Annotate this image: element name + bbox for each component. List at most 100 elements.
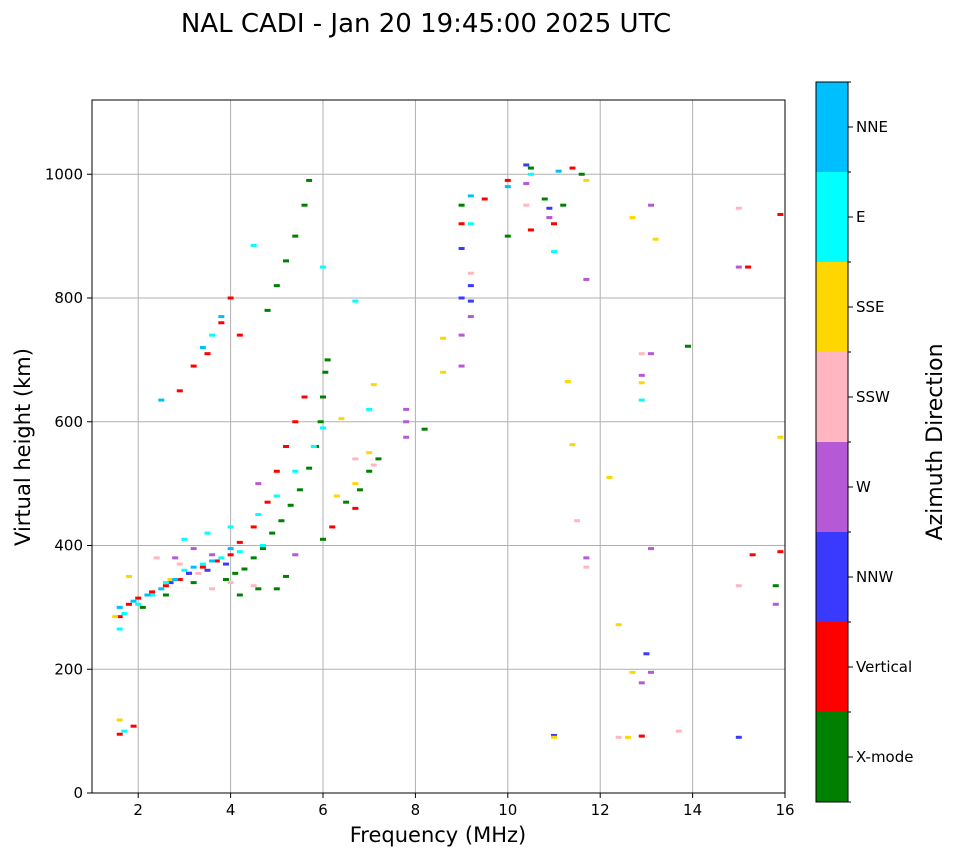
data-point <box>273 494 280 498</box>
data-point <box>440 336 447 340</box>
data-point <box>638 352 645 356</box>
data-point <box>250 584 257 588</box>
data-point <box>162 581 169 585</box>
data-point <box>236 333 243 337</box>
data-point <box>527 166 534 170</box>
colorbar-segment <box>816 712 848 802</box>
data-point <box>172 556 179 560</box>
x-tick-label: 12 <box>591 801 610 819</box>
data-point <box>421 427 428 431</box>
data-point <box>255 587 262 591</box>
data-point <box>772 584 779 588</box>
data-point <box>162 584 169 588</box>
data-point <box>227 553 234 557</box>
data-point <box>440 370 447 374</box>
x-axis-label: Frequency (MHz) <box>350 823 526 847</box>
data-point <box>292 469 299 473</box>
data-point <box>583 565 590 569</box>
data-point <box>583 277 590 281</box>
data-point <box>606 475 613 479</box>
data-point <box>504 178 511 182</box>
data-point <box>403 407 410 411</box>
data-point <box>135 602 142 606</box>
data-point <box>181 568 188 572</box>
x-tick-label: 14 <box>683 801 702 819</box>
data-point <box>352 506 359 510</box>
data-point <box>236 593 243 597</box>
data-point <box>648 547 655 551</box>
colorbar-tick-label: NNW <box>856 568 893 586</box>
data-points <box>112 163 784 739</box>
series-sse <box>112 178 784 739</box>
data-point <box>551 250 557 254</box>
data-point <box>458 333 465 337</box>
data-point <box>222 578 229 582</box>
data-point <box>569 166 576 170</box>
grid-lines <box>92 100 786 794</box>
data-point <box>638 681 645 685</box>
data-point <box>190 581 197 585</box>
data-point <box>370 383 377 387</box>
data-point <box>144 593 151 597</box>
data-point <box>222 562 229 566</box>
data-point <box>135 596 142 600</box>
data-point <box>213 559 220 563</box>
data-point <box>684 344 691 348</box>
data-point <box>320 395 326 399</box>
data-point <box>481 197 488 201</box>
x-tick-label: 8 <box>411 801 421 819</box>
data-point <box>209 333 216 337</box>
data-point <box>366 469 373 473</box>
data-point <box>209 587 216 591</box>
data-point <box>195 571 202 575</box>
chart-title: NAL CADI - Jan 20 19:45:00 2025 UTC <box>181 9 671 39</box>
data-point <box>167 578 174 582</box>
colorbar-segment <box>816 82 848 172</box>
data-point <box>352 299 359 303</box>
data-point <box>292 553 299 557</box>
data-point <box>560 203 567 207</box>
colorbar-tick-label: E <box>856 208 865 226</box>
data-point <box>527 228 534 232</box>
data-point <box>458 364 465 368</box>
data-point <box>735 206 742 210</box>
data-point <box>638 398 645 402</box>
data-point <box>366 407 373 411</box>
series-w <box>172 182 779 685</box>
plot-frame <box>91 99 786 794</box>
data-point <box>278 519 285 523</box>
data-point <box>574 519 581 523</box>
data-point <box>273 587 280 591</box>
data-point <box>292 234 299 238</box>
data-point <box>551 222 557 226</box>
data-point <box>209 559 216 563</box>
data-point <box>292 420 299 424</box>
data-point <box>172 578 179 582</box>
data-point <box>306 178 313 182</box>
data-point <box>624 735 631 739</box>
data-point <box>259 544 266 547</box>
data-point <box>116 627 123 631</box>
data-point <box>204 531 211 535</box>
data-point <box>296 488 303 492</box>
colorbar-tick-label: X-mode <box>856 748 913 766</box>
y-tick-label: 0 <box>73 784 83 802</box>
x-tick-label: 16 <box>775 801 794 819</box>
data-point <box>283 445 290 448</box>
data-point <box>675 729 682 733</box>
data-point <box>287 503 294 507</box>
data-point <box>458 203 465 207</box>
data-point <box>551 733 557 737</box>
data-point <box>158 587 165 591</box>
axis-ticks: 2 4 6 8 10 12 14 16 0 200 400 600 800 1000 <box>45 165 795 819</box>
data-point <box>583 178 590 182</box>
data-point <box>149 593 156 597</box>
data-point <box>541 197 548 201</box>
data-point <box>190 364 197 368</box>
data-point <box>162 593 169 597</box>
data-point <box>283 574 290 578</box>
data-point <box>735 735 742 739</box>
series-x-mode <box>139 166 779 609</box>
data-point <box>546 216 553 220</box>
series-nnw <box>167 163 742 739</box>
